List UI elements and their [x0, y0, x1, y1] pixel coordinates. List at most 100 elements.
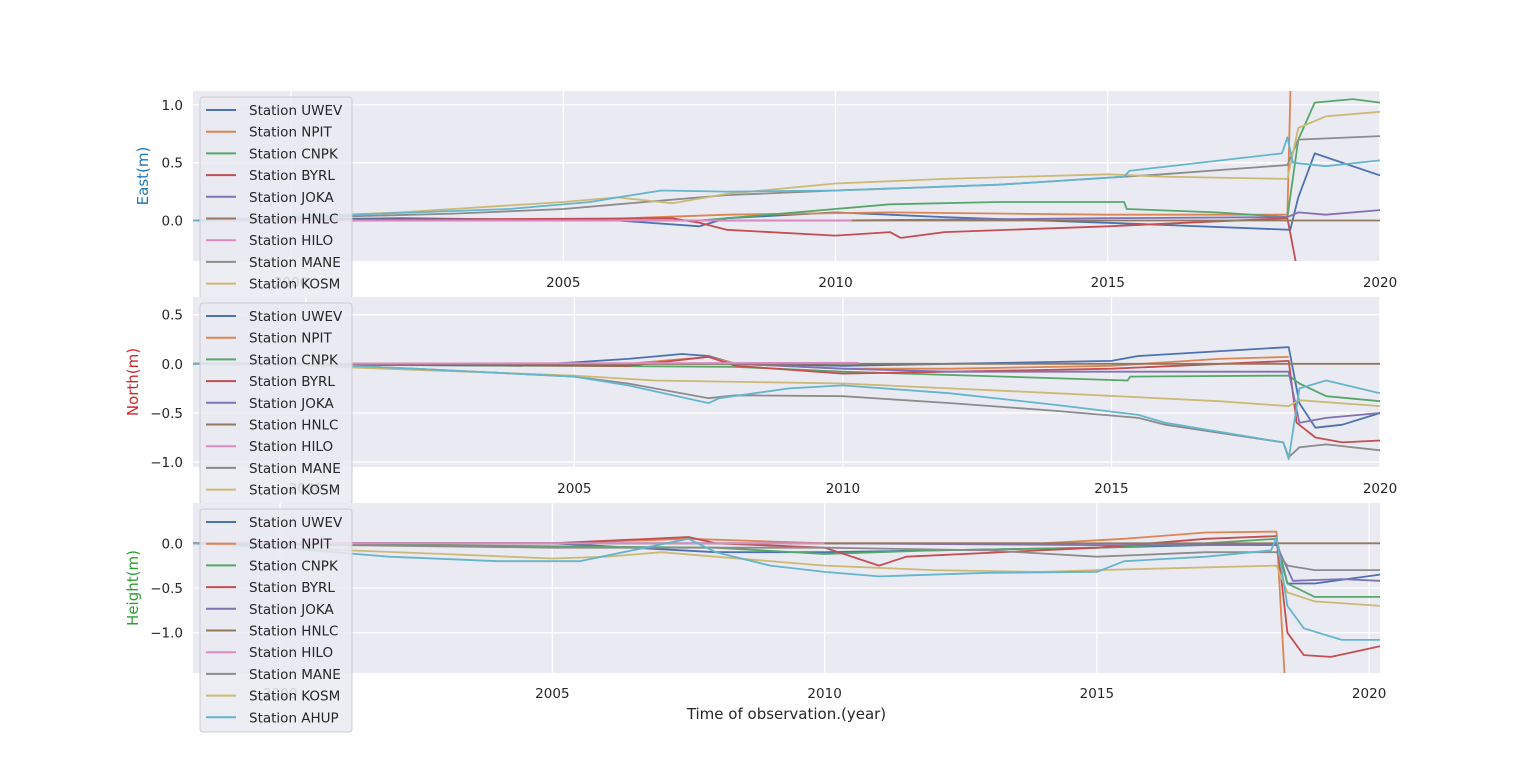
- legend-entry: Station UWEV: [206, 103, 343, 119]
- legend-entry: Station CNPK: [206, 352, 339, 368]
- y-axis-label: East(m): [134, 147, 152, 206]
- legend-entry: Station KOSM: [206, 689, 340, 705]
- legend-label: Station MANE: [249, 255, 341, 271]
- legend-label: Station UWEV: [249, 103, 343, 119]
- legend-entry: Station KOSM: [206, 483, 340, 499]
- y-axis-label: North(m): [124, 348, 142, 416]
- legend-label: Station HNLC: [249, 624, 338, 640]
- legend-label: Station BYRL: [249, 168, 335, 184]
- legend-label: Station NPIT: [249, 125, 333, 141]
- series-line-station-mane: [193, 542, 1380, 571]
- height-panel: −1.0−0.50.020002005201020152020Height(m)…: [124, 503, 1386, 733]
- series-line-station-byrl: [193, 356, 1380, 444]
- legend-label: Station NPIT: [249, 331, 333, 347]
- series-line-station-kosm: [193, 362, 1380, 407]
- legend-label: Station HILO: [249, 439, 333, 455]
- x-tick-label: 2005: [546, 275, 580, 291]
- series-lines: [193, 530, 1380, 673]
- legend-label: Station HNLC: [249, 212, 338, 228]
- legend-label: Station BYRL: [249, 580, 335, 596]
- legend-entry: Station JOKA: [206, 602, 335, 618]
- legend-entry: Station MANE: [206, 461, 341, 477]
- legend-label: Station NPIT: [249, 537, 333, 553]
- legend-label: Station BYRL: [249, 374, 335, 390]
- legend-label: Station HNLC: [249, 418, 338, 434]
- north-panel: −1.0−0.50.00.520002005201020152020North(…: [124, 297, 1397, 505]
- y-tick-label: 0.5: [162, 156, 183, 172]
- x-tick-label: 2005: [557, 481, 591, 497]
- x-tick-label: 2010: [826, 481, 860, 497]
- legend-label: Station MANE: [249, 461, 341, 477]
- y-tick-label: 1.0: [162, 98, 183, 114]
- x-tick-label: 2020: [1363, 275, 1397, 291]
- series-line-station-byrl: [193, 535, 1380, 658]
- series-line-station-ahup: [193, 362, 1380, 460]
- legend-label: Station HILO: [249, 233, 333, 249]
- legend-label: Station UWEV: [249, 515, 343, 531]
- x-tick-label: 2010: [818, 275, 852, 291]
- legend: Station UWEV Station NPIT Station CNPK Stat…: [199, 508, 353, 733]
- series-line-station-kosm: [193, 110, 1380, 222]
- legend-entry: Station HILO: [206, 233, 333, 249]
- x-tick-label: 2020: [1352, 686, 1386, 702]
- x-tick-label: 2015: [1091, 275, 1125, 291]
- legend-label: Station JOKA: [249, 602, 335, 618]
- y-tick-label: −0.5: [150, 406, 183, 422]
- legend-label: Station CNPK: [249, 558, 339, 574]
- y-tick-label: −0.5: [150, 581, 183, 597]
- legend-label: Station KOSM: [249, 277, 340, 293]
- legend-entry: Station NPIT: [206, 125, 333, 141]
- legend: Station UWEV Station NPIT Station CNPK Stat…: [199, 96, 353, 299]
- series-line-station-ahup: [193, 136, 1380, 222]
- legend-entry: Station NPIT: [206, 331, 333, 347]
- y-tick-label: −1.0: [150, 626, 183, 642]
- east-panel: 0.00.51.020002005201020152020East(m)Stat…: [134, 91, 1397, 299]
- legend: Station UWEV Station NPIT Station CNPK Stat…: [199, 302, 353, 505]
- legend-box: [199, 508, 353, 733]
- legend-entry: Station BYRL: [206, 580, 335, 596]
- legend-label: Station KOSM: [249, 689, 340, 705]
- legend-label: Station MANE: [249, 667, 341, 683]
- legend-entry: Station NPIT: [206, 537, 333, 553]
- y-tick-label: 0.5: [162, 308, 183, 324]
- legend-entry: Station HNLC: [206, 418, 338, 434]
- legend-label: Station CNPK: [249, 352, 339, 368]
- legend-label: Station UWEV: [249, 309, 343, 325]
- x-tick-label: 2020: [1363, 481, 1397, 497]
- legend-entry: Station AHUP: [206, 710, 339, 726]
- legend-entry: Station CNPK: [206, 558, 339, 574]
- y-tick-label: 0.0: [162, 536, 183, 552]
- legend-label: Station KOSM: [249, 483, 340, 499]
- legend-entry: Station HNLC: [206, 624, 338, 640]
- y-tick-label: 0.0: [162, 357, 183, 373]
- legend-entry: Station KOSM: [206, 277, 340, 293]
- legend-entry: Station BYRL: [206, 168, 335, 184]
- legend-entry: Station UWEV: [206, 309, 343, 325]
- y-tick-label: −1.0: [150, 455, 183, 471]
- x-axis-label: Time of observation.(year): [686, 705, 886, 723]
- legend-entry: Station JOKA: [206, 190, 335, 206]
- legend-entry: Station JOKA: [206, 396, 335, 412]
- legend-label: Station JOKA: [249, 396, 335, 412]
- legend-label: Station HILO: [249, 645, 333, 661]
- x-tick-label: 2005: [535, 686, 569, 702]
- legend-entry: Station BYRL: [206, 374, 335, 390]
- series-line-station-ahup: [193, 536, 1380, 641]
- legend-entry: Station MANE: [206, 255, 341, 271]
- legend-label: Station JOKA: [249, 190, 335, 206]
- y-tick-label: 0.0: [162, 214, 183, 230]
- x-tick-label: 2010: [807, 686, 841, 702]
- legend-entry: Station HNLC: [206, 212, 338, 228]
- x-tick-label: 2015: [1080, 686, 1114, 702]
- series-line-station-joka: [193, 362, 1380, 424]
- series-lines: [193, 91, 1380, 261]
- legend-entry: Station MANE: [206, 667, 341, 683]
- x-tick-label: 2015: [1094, 481, 1128, 497]
- legend-label: Station AHUP: [249, 710, 339, 726]
- legend-label: Station CNPK: [249, 146, 339, 162]
- legend-entry: Station CNPK: [206, 146, 339, 162]
- plot-area: [193, 91, 1380, 261]
- legend-entry: Station HILO: [206, 439, 333, 455]
- y-axis-label: Height(m): [124, 550, 142, 626]
